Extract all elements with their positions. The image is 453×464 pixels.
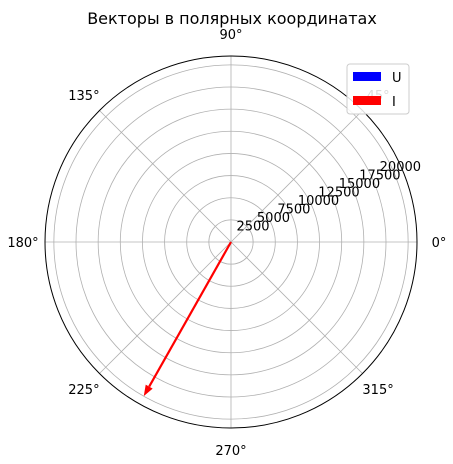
angle-tick-label: 90°	[219, 28, 242, 43]
polar-frame	[44, 55, 418, 429]
legend-label: U	[392, 71, 402, 86]
angle-tick-label: 225°	[68, 383, 99, 398]
radial-tick-label: 7500	[277, 203, 310, 218]
radial-tick-label: 5000	[257, 211, 290, 226]
legend-label: I	[392, 95, 396, 110]
legend-swatch	[353, 72, 381, 81]
angle-tick-label: 180°	[7, 236, 38, 251]
vector-arrowhead	[143, 384, 153, 397]
polar-grid	[44, 55, 418, 429]
radial-tick-label: 17500	[359, 169, 400, 184]
radial-tick-label: 15000	[339, 177, 380, 192]
angular-grid-line	[99, 110, 232, 243]
vector-line	[148, 241, 232, 388]
angle-tick-label: 135°	[68, 89, 99, 104]
legend-swatch	[353, 96, 381, 105]
vector-layer	[143, 241, 232, 397]
radial-tick-label: 12500	[318, 186, 359, 201]
angle-tick-label: 0°	[432, 236, 447, 251]
angular-grid-line	[230, 110, 363, 243]
chart-title: Векторы в полярных координатах	[87, 9, 377, 28]
angle-tick-label: 270°	[215, 444, 246, 459]
radial-tick-label: 10000	[298, 194, 339, 209]
radial-tick-label: 2500	[236, 220, 269, 235]
radial-tick-label: 20000	[380, 160, 421, 175]
angle-tick-label: 315°	[362, 383, 393, 398]
angular-grid-line	[99, 241, 232, 374]
angular-grid-line	[230, 241, 363, 374]
legend: UI	[346, 63, 410, 115]
